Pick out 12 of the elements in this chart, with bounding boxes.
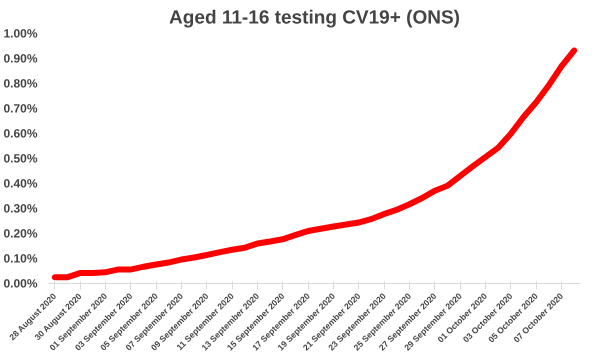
y-tick-label: 0.20% xyxy=(3,226,38,240)
y-tick-label: 0.70% xyxy=(3,102,38,116)
y-tick-label: 0.00% xyxy=(3,276,38,290)
y-tick-label: 0.30% xyxy=(3,202,38,216)
chart-title: Aged 11-16 testing CV19+ (ONS) xyxy=(169,8,460,28)
y-tick-label: 0.50% xyxy=(3,152,38,166)
y-tick-label: 0.10% xyxy=(3,252,38,266)
y-tick-label: 0.80% xyxy=(3,76,38,90)
y-tick-label: 0.90% xyxy=(3,52,38,66)
y-tick-label: 1.00% xyxy=(3,26,38,40)
y-tick-label: 0.40% xyxy=(3,176,38,190)
y-tick-label: 0.60% xyxy=(3,126,38,140)
